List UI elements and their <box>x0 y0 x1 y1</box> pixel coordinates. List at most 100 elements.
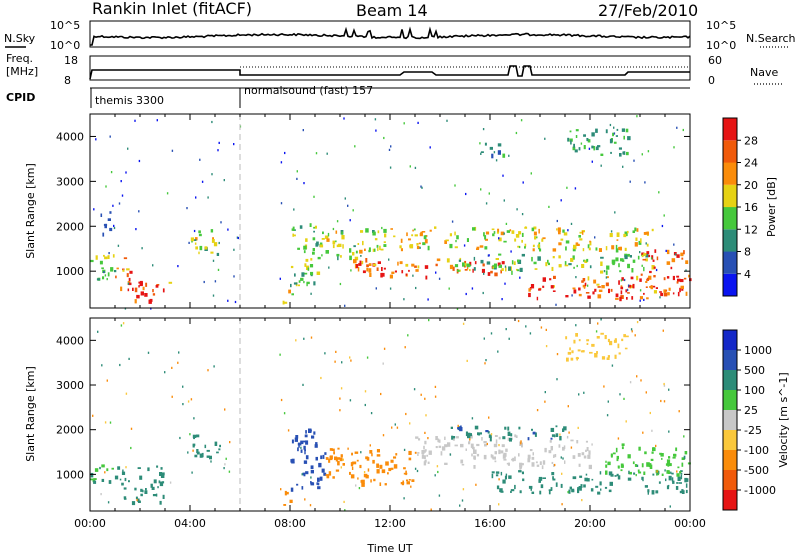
echo-cell <box>494 451 497 455</box>
echo-cell <box>102 276 105 280</box>
echo-cell <box>427 298 429 301</box>
velocity-colorbar-swatch <box>723 430 737 450</box>
echo-cell <box>554 454 557 458</box>
echo-cell <box>515 435 518 438</box>
echo-cell <box>177 265 179 268</box>
echo-cell <box>560 199 562 202</box>
echo-cell <box>403 448 406 451</box>
echo-cell <box>406 481 410 485</box>
echo-cell <box>673 146 675 149</box>
freq-left-tick-top: 18 <box>64 54 78 67</box>
echo-cell <box>645 286 648 288</box>
echo-cell <box>679 471 682 474</box>
echo-cell <box>147 467 150 472</box>
echo-cell <box>300 449 303 453</box>
echo-cell <box>629 255 632 258</box>
echo-cell <box>685 291 688 296</box>
echo-cell <box>405 470 407 476</box>
echo-cell <box>303 445 306 450</box>
echo-cell <box>609 481 613 486</box>
y-tick-label: 2000 <box>56 220 84 233</box>
echo-cell <box>376 449 380 453</box>
nave-label: Nave <box>750 66 778 79</box>
echo-cell <box>472 227 476 231</box>
echo-cell <box>332 244 335 249</box>
echo-cell <box>283 504 287 506</box>
echo-cell <box>651 265 655 270</box>
echo-cell <box>649 411 651 415</box>
echo-cell <box>545 345 548 348</box>
echo-cell <box>385 461 389 466</box>
echo-cell <box>138 159 141 163</box>
echo-cell <box>437 438 440 443</box>
echo-cell <box>517 259 520 263</box>
echo-cell <box>575 276 577 279</box>
echo-cell <box>136 294 140 299</box>
echo-cell <box>629 471 632 475</box>
freq-right-tick-top: 60 <box>708 54 722 67</box>
echo-cell <box>615 297 619 300</box>
echo-cell <box>640 238 642 243</box>
echo-cell <box>616 473 619 477</box>
echo-cell <box>609 233 613 238</box>
echo-cell <box>399 245 402 249</box>
echo-cell <box>629 180 631 183</box>
velocity-x-label: Time UT <box>366 542 412 554</box>
echo-cell <box>613 132 616 135</box>
echo-cell <box>290 283 292 288</box>
power-colorbar-tick-label: 8 <box>744 246 751 259</box>
echo-cell <box>388 258 390 261</box>
echo-cell <box>156 284 160 286</box>
echo-cell <box>664 469 666 472</box>
echo-cell <box>626 288 629 291</box>
echo-cell <box>673 453 677 457</box>
echo-cell <box>417 265 420 269</box>
echo-cell <box>372 231 376 236</box>
echo-cell <box>608 489 612 493</box>
echo-cell <box>436 258 441 262</box>
echo-cell <box>414 234 418 237</box>
echo-cell <box>513 261 516 265</box>
echo-cell <box>565 240 570 244</box>
echo-cell <box>498 449 501 455</box>
echo-cell <box>533 261 537 265</box>
echo-cell <box>552 476 554 480</box>
echo-cell <box>448 287 450 290</box>
echo-cell <box>113 226 116 230</box>
echo-cell <box>600 488 602 491</box>
echo-cell <box>659 291 662 293</box>
echo-cell <box>342 244 344 249</box>
echo-cell <box>495 439 498 444</box>
echo-cell <box>323 472 327 476</box>
echo-cell <box>435 263 438 267</box>
echo-cell <box>140 493 143 497</box>
echo-cell <box>104 274 107 277</box>
echo-cell <box>531 462 535 467</box>
echo-cell <box>135 228 137 231</box>
echo-cell <box>680 470 683 472</box>
echo-cell <box>479 142 481 145</box>
echo-cell <box>303 182 305 185</box>
echo-cell <box>605 470 608 475</box>
echo-cell <box>486 442 488 446</box>
echo-cell <box>620 279 623 282</box>
echo-cell <box>634 334 636 337</box>
echo-cell <box>576 440 579 444</box>
echo-cell <box>365 258 368 263</box>
echo-cell <box>547 259 549 264</box>
echo-cell <box>590 488 594 492</box>
x-tick-label: 04:00 <box>174 517 206 530</box>
echo-cell <box>601 285 605 289</box>
echo-cell <box>465 431 468 437</box>
echo-cell <box>223 467 225 470</box>
echo-cell <box>649 464 653 469</box>
echo-cell <box>224 408 226 411</box>
echo-cell <box>550 427 555 432</box>
echo-cell <box>626 151 629 156</box>
echo-cell <box>372 248 375 252</box>
echo-cell <box>669 505 671 508</box>
freq-label-line-2: [MHz] <box>6 65 38 78</box>
echo-cell <box>597 322 599 325</box>
echo-cell <box>114 270 117 273</box>
